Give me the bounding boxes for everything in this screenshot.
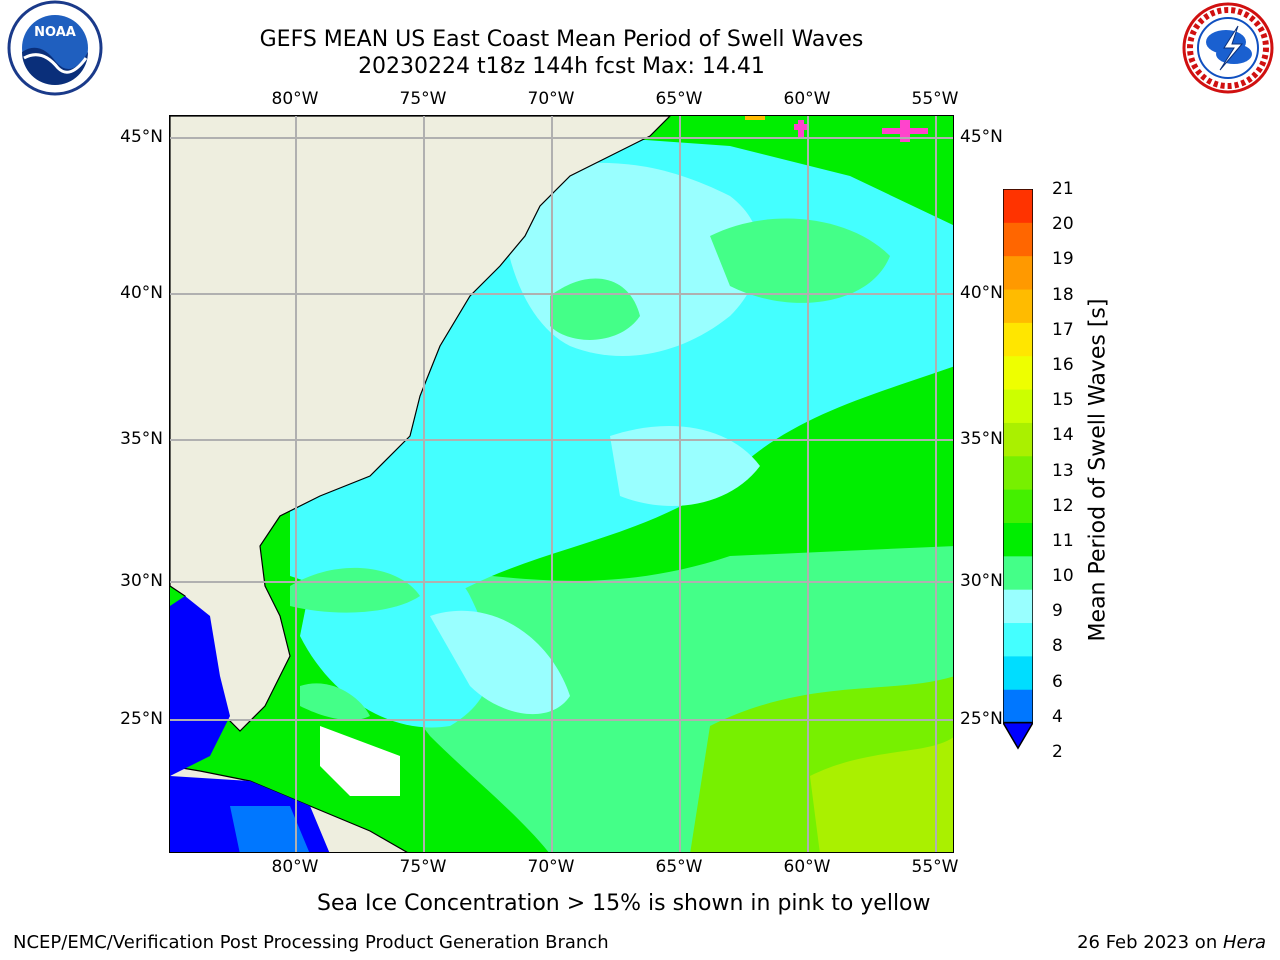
noaa-logo-text: NOAA <box>34 25 76 40</box>
graticule <box>170 116 953 852</box>
lat-tick-left: 40°N <box>120 283 163 303</box>
colorbar-tick-label: 12 <box>1052 495 1074 516</box>
lon-tick-top: 60°W <box>783 89 831 109</box>
lon-tick-bottom: 65°W <box>655 857 703 877</box>
lat-tick-left: 45°N <box>120 127 163 147</box>
lon-tick-bottom: 80°W <box>271 857 319 877</box>
colorbar-segment <box>1003 189 1033 223</box>
lat-tick-right: 25°N <box>960 709 1003 729</box>
colorbar-tick-label: 19 <box>1052 249 1074 270</box>
colorbar-segment <box>1003 289 1033 323</box>
lat-tick-left: 30°N <box>120 571 163 591</box>
lon-tick-top: 70°W <box>527 89 575 109</box>
nws-logo <box>1182 2 1274 94</box>
lat-tick-left: 35°N <box>120 429 163 449</box>
colorbar-tick-label: 6 <box>1052 671 1063 692</box>
colorbar-segment <box>1003 322 1033 357</box>
lon-tick-top: 55°W <box>911 89 959 109</box>
colorbar-tick-label: 13 <box>1052 460 1074 481</box>
colorbar-segment <box>1003 389 1033 423</box>
lat-tick-right: 40°N <box>960 283 1003 303</box>
lon-tick-bottom: 70°W <box>527 857 575 877</box>
footer-date: 26 Feb 2023 on Hera <box>1077 932 1266 953</box>
lon-tick-top: 65°W <box>655 89 703 109</box>
colorbar-segment <box>1003 489 1033 523</box>
chart-title: GEFS MEAN US East Coast Mean Period of S… <box>259 27 864 52</box>
colorbar-tick-label: 15 <box>1052 390 1074 411</box>
footer-branch: NCEP/EMC/Verification Post Processing Pr… <box>13 932 609 953</box>
colorbar-segment <box>1003 355 1033 390</box>
colorbar-segment <box>1003 255 1033 290</box>
footer-host: Hera <box>1222 932 1266 953</box>
lat-tick-right: 30°N <box>960 571 1003 591</box>
lon-tick-bottom: 60°W <box>783 857 831 877</box>
colorbar-segment <box>1003 689 1033 724</box>
lon-tick-top: 80°W <box>271 89 319 109</box>
chart-subtitle: 20230224 t18z 144h fcst Max: 14.41 <box>358 54 765 79</box>
lat-tick-right: 45°N <box>960 127 1003 147</box>
colorbar-tick-label: 14 <box>1052 425 1074 446</box>
footer-date-text: 26 Feb 2023 on <box>1077 932 1223 953</box>
colorbar-segment <box>1003 622 1033 657</box>
colorbar-tick-label: 17 <box>1052 319 1074 340</box>
colorbar-tick-label: 9 <box>1052 601 1063 622</box>
colorbar-segment <box>1003 655 1033 690</box>
colorbar-segment <box>1003 589 1033 624</box>
colorbar-segment <box>1003 222 1033 257</box>
colorbar-segment <box>1003 455 1033 490</box>
colorbar-tick-label: 4 <box>1052 706 1063 727</box>
colorbar-tick-label: 21 <box>1052 179 1074 199</box>
lon-tick-bottom: 75°W <box>399 857 447 877</box>
colorbar-segment <box>1003 555 1033 590</box>
colorbar-tick-label: 8 <box>1052 636 1063 657</box>
colorbar-tick-label: 10 <box>1052 566 1074 587</box>
colorbar-extend-triangle <box>1003 721 1033 750</box>
lat-tick-right: 35°N <box>960 429 1003 449</box>
colorbar <box>1003 189 1033 750</box>
colorbar-tick-label: 20 <box>1052 214 1074 235</box>
lat-tick-left: 25°N <box>120 709 163 729</box>
colorbar-segment <box>1003 522 1033 557</box>
colorbar-tick-label: 18 <box>1052 284 1074 305</box>
colorbar-tick-label: 11 <box>1052 530 1074 551</box>
lon-tick-bottom: 55°W <box>911 857 959 877</box>
colorbar-label: Mean Period of Swell Waves [s] <box>1085 298 1111 642</box>
sea-ice-markers <box>745 116 928 142</box>
noaa-logo: NOAA <box>7 0 103 96</box>
sea-ice-note: Sea Ice Concentration > 15% is shown in … <box>317 891 931 916</box>
colorbar-tick-label: 16 <box>1052 354 1074 375</box>
map-canvas <box>170 116 953 852</box>
colorbar-tick-label: 2 <box>1052 742 1063 762</box>
colorbar-segment <box>1003 422 1033 457</box>
lon-tick-top: 75°W <box>399 89 447 109</box>
map-panel <box>169 115 954 853</box>
